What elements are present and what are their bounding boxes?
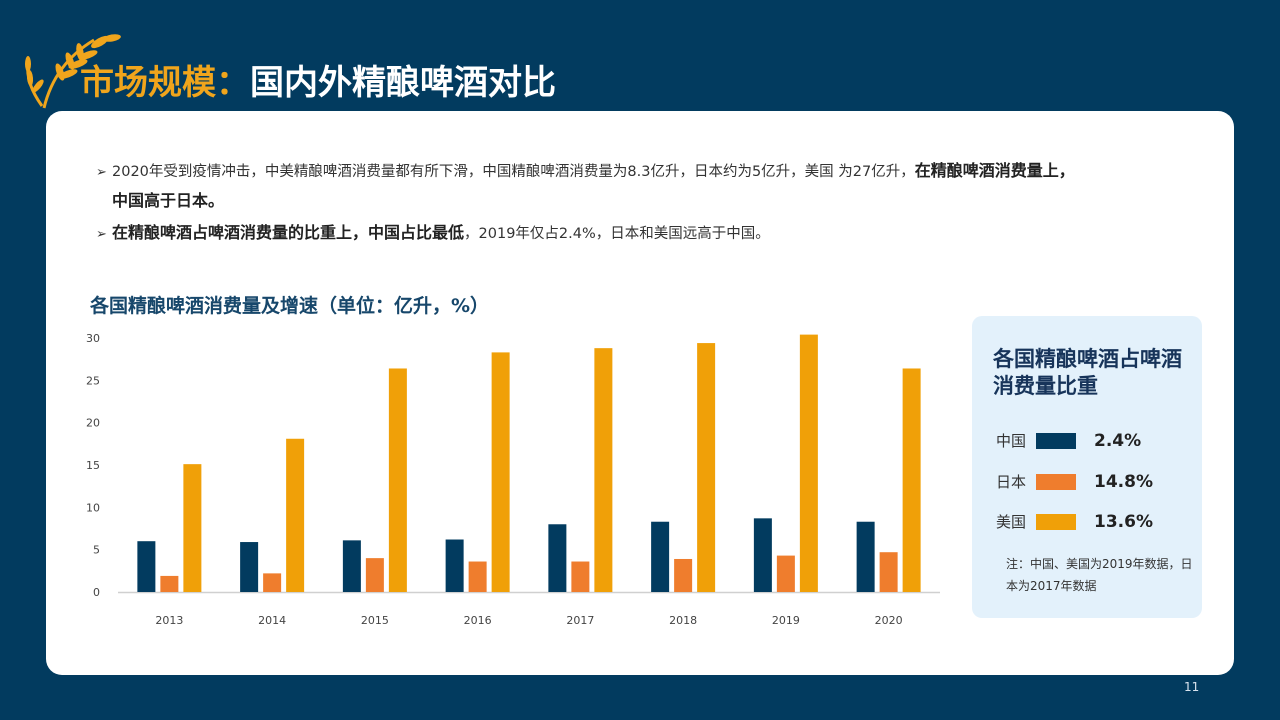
title-accent: 市场规模： xyxy=(80,63,250,103)
bar-美国-2019 xyxy=(799,334,818,592)
share-panel: 各国精酿啤酒占啤酒消费量比重 中国 2.4% 日本 14.8% 美国 13.6%… xyxy=(972,316,1202,618)
bar-chart: 0 5 10 15 20 25 30 2013 2014 2015 2016 2017 2018 2019… xyxy=(86,332,940,627)
bullet-text: 2020年受到疫情冲击，中美精酿啤酒消费量都有所下滑，中国精酿啤酒消费量为8.3… xyxy=(112,164,915,180)
bar-中国-2013 xyxy=(137,541,156,592)
y-tick-label: 15 xyxy=(86,459,100,472)
panel-note: 注：中国、美国为2019年数据，日本为2017年数据 xyxy=(1006,557,1193,593)
legend-value: 2.4% xyxy=(1094,431,1142,451)
bar-中国-2018 xyxy=(651,521,670,592)
chart-title: 各国精酿啤酒消费量及增速（单位：亿升，%） xyxy=(90,295,490,317)
arrow-bullet-icon: ➢ xyxy=(96,165,107,180)
legend-value: 13.6% xyxy=(1094,512,1153,532)
bar-美国-2013 xyxy=(183,464,202,592)
legend-label: 中国 xyxy=(996,432,1027,450)
bar-美国-2018 xyxy=(697,343,716,592)
bar-中国-2015 xyxy=(342,540,361,592)
legend-swatch xyxy=(1036,433,1076,449)
title-main: 国内外精酿啤酒对比 xyxy=(250,63,556,103)
x-tick-label: 2015 xyxy=(361,614,389,627)
bar-中国-2016 xyxy=(445,539,464,592)
bar-日本-2016 xyxy=(468,561,487,592)
bullet-bold-text: 中国高于日本。 xyxy=(112,191,225,210)
bullet-bold-text: 在精酿啤酒消费量上， xyxy=(914,161,1075,180)
bullet-bold-text: 在精酿啤酒占啤酒消费量的比重上，中国占比最低 xyxy=(112,223,465,242)
y-tick-label: 0 xyxy=(93,586,100,599)
page-number: 11 xyxy=(1184,680,1200,694)
x-tick-label: 2016 xyxy=(464,614,492,627)
bar-日本-2019 xyxy=(776,555,795,592)
x-tick-label: 2020 xyxy=(875,614,903,627)
content-card: ➢ 2020年受到疫情冲击，中美精酿啤酒消费量都有所下滑，中国精酿啤酒消费量为8.… xyxy=(46,111,1234,675)
y-tick-label: 20 xyxy=(86,417,100,430)
wheat-logo-icon xyxy=(25,34,121,109)
bar-中国-2017 xyxy=(548,524,567,592)
bar-美国-2017 xyxy=(594,348,613,592)
bullet-item: ➢ 2020年受到疫情冲击，中美精酿啤酒消费量都有所下滑，中国精酿啤酒消费量为8.… xyxy=(96,157,1075,181)
bullet-continuation: 中国高于日本。 xyxy=(112,187,224,211)
x-tick-label: 2018 xyxy=(669,614,697,627)
legend-label: 日本 xyxy=(996,473,1027,491)
bar-日本-2017 xyxy=(571,561,590,592)
bar-日本-2018 xyxy=(674,558,693,592)
legend-value: 14.8% xyxy=(1094,472,1153,492)
bar-日本-2015 xyxy=(365,558,384,592)
y-tick-label: 10 xyxy=(86,501,100,514)
bar-日本-2014 xyxy=(263,573,282,592)
bar-中国-2014 xyxy=(240,542,259,592)
x-tick-label: 2019 xyxy=(772,614,800,627)
y-tick-label: 30 xyxy=(86,332,100,345)
bullet-text: ，2019年仅占2.4%，日本和美国远高于中国。 xyxy=(464,226,770,242)
x-tick-label: 2014 xyxy=(258,614,286,627)
bar-美国-2020 xyxy=(902,368,921,592)
y-tick-label: 25 xyxy=(86,374,100,387)
arrow-bullet-icon: ➢ xyxy=(96,227,107,242)
bar-美国-2014 xyxy=(286,438,305,592)
panel-title: 各国精酿啤酒占啤酒消费量比重 xyxy=(993,347,1182,398)
bar-日本-2013 xyxy=(160,575,179,592)
x-tick-label: 2013 xyxy=(155,614,183,627)
bar-中国-2020 xyxy=(856,521,875,592)
legend-swatch xyxy=(1036,474,1076,490)
bullet-item: ➢ 在精酿啤酒占啤酒消费量的比重上，中国占比最低，2019年仅占2.4%，日本和美… xyxy=(96,219,770,243)
y-tick-label: 5 xyxy=(93,544,100,557)
slide-title: 市场规模：国内外精酿啤酒对比 xyxy=(80,62,556,104)
bar-中国-2019 xyxy=(753,518,772,592)
bar-美国-2016 xyxy=(491,352,510,592)
bar-美国-2015 xyxy=(388,368,407,592)
legend-swatch xyxy=(1036,514,1076,530)
legend-label: 美国 xyxy=(996,513,1027,531)
x-tick-label: 2017 xyxy=(566,614,594,627)
bar-日本-2020 xyxy=(879,552,898,592)
